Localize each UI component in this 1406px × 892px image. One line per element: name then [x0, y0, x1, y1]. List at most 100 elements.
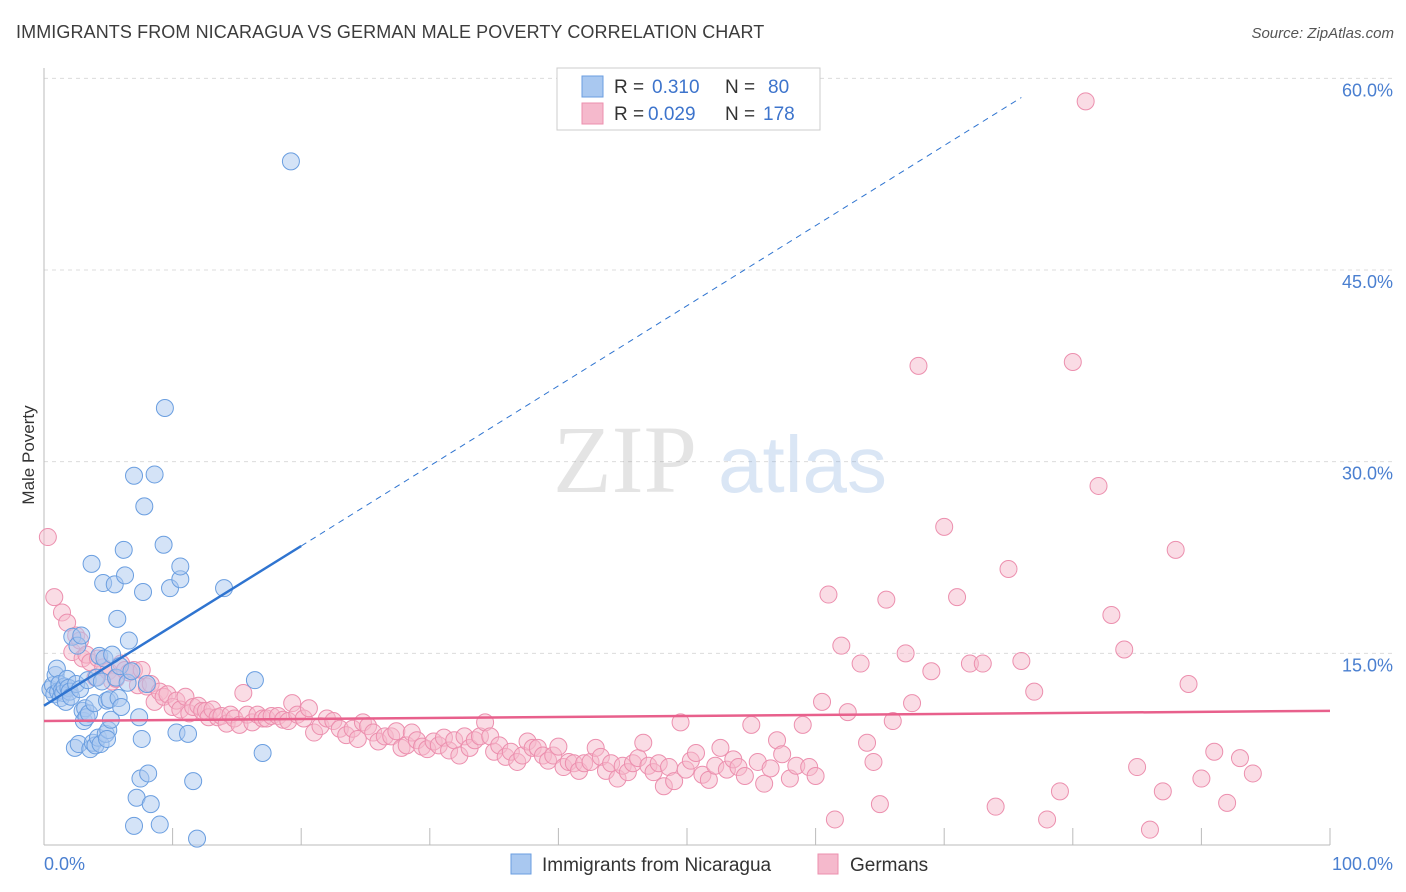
legend-r-value-1: 0.310	[652, 77, 700, 98]
grid-lines	[44, 77, 1393, 654]
germans-point	[896, 644, 915, 663]
watermark-zip: ZIP	[553, 406, 697, 513]
germans-point	[1166, 540, 1185, 559]
germans-point	[825, 810, 844, 829]
nicaragua-point	[112, 698, 131, 716]
legend-swatch-nicaragua	[581, 75, 604, 98]
germans-point	[711, 738, 730, 757]
nicaragua-point	[179, 724, 198, 743]
germans-point	[1089, 476, 1108, 495]
nicaragua-point	[253, 744, 272, 762]
germans-point	[687, 744, 706, 762]
nicaragua-point	[184, 772, 203, 791]
series-nicaragua-points	[41, 152, 300, 848]
germans-point	[1140, 820, 1159, 839]
germans-point	[1050, 782, 1069, 801]
germans-point	[735, 767, 754, 785]
germans-point	[1179, 675, 1198, 693]
germans-point	[38, 528, 57, 547]
germans-point	[1243, 764, 1262, 783]
germans-point	[813, 692, 832, 711]
germans-point	[864, 752, 883, 771]
germans-point	[45, 588, 64, 607]
nicaragua-point	[82, 554, 101, 573]
y-axis-label: Male Poverty	[19, 405, 38, 505]
germans-point	[1230, 749, 1249, 768]
germans-point	[773, 745, 792, 764]
nicaragua-point	[116, 566, 135, 585]
nicaragua-point	[122, 662, 141, 681]
germans-point	[1102, 606, 1121, 624]
germans-point	[986, 797, 1005, 816]
nicaragua-point	[119, 631, 138, 650]
bottom-legend: Immigrants from Nicaragua Germans	[510, 853, 928, 876]
x-tick-label-max: 100.0%	[1332, 854, 1393, 874]
legend-n-label-1: N =	[725, 77, 755, 98]
legend-n-value-2: 178	[763, 104, 795, 125]
germans-point	[870, 795, 889, 814]
nicaragua-point	[245, 671, 264, 690]
trend-lines	[43, 97, 1331, 723]
nicaragua-point	[108, 609, 127, 628]
germans-point	[1038, 810, 1057, 829]
germans-point	[665, 772, 684, 791]
nicaragua-point	[130, 708, 149, 727]
germans-point	[973, 654, 992, 673]
germans-point	[1115, 640, 1134, 659]
germans-point	[819, 585, 838, 604]
series-germans-points	[38, 92, 1262, 839]
nicaragua-point	[281, 152, 300, 171]
germans-point	[935, 517, 954, 536]
nicaragua-trend-dashed	[300, 97, 1022, 547]
legend-r-label-2: R =	[614, 104, 644, 125]
y-axis-tick-labels: 15.0% 30.0% 45.0% 60.0%	[1342, 80, 1393, 675]
germans-point	[877, 590, 896, 609]
germans-point	[671, 713, 690, 732]
legend-r-value-2: 0.029	[648, 104, 696, 125]
bottom-legend-swatch-nicaragua	[510, 853, 532, 875]
germans-point	[1218, 793, 1237, 812]
germans-point	[1012, 652, 1031, 670]
nicaragua-point	[188, 829, 207, 848]
nicaragua-point	[150, 815, 169, 834]
y-tick-label-30: 30.0%	[1342, 464, 1393, 484]
germans-point	[549, 737, 568, 756]
x-axis-ticks	[43, 828, 1331, 845]
nicaragua-point	[98, 729, 117, 748]
germans-point	[755, 774, 774, 793]
germans-point	[883, 712, 902, 731]
nicaragua-point	[135, 497, 154, 516]
bottom-legend-label-germans: Germans	[850, 855, 928, 876]
germans-trend-line	[43, 709, 1331, 723]
y-tick-label-15: 15.0%	[1342, 655, 1393, 675]
nicaragua-point	[139, 764, 158, 783]
legend-n-value-1: 80	[768, 77, 789, 98]
germans-point	[1205, 742, 1224, 761]
legend-swatch-germans	[581, 102, 604, 125]
germans-point	[387, 722, 406, 741]
germans-point	[742, 715, 761, 734]
germans-point	[851, 654, 870, 673]
germans-point	[858, 733, 877, 752]
germans-point	[903, 694, 922, 713]
germans-point	[832, 636, 851, 655]
germans-point	[999, 560, 1018, 578]
nicaragua-point	[72, 626, 91, 645]
y-tick-label-45: 45.0%	[1342, 272, 1393, 292]
nicaragua-point	[171, 557, 190, 576]
legend-n-label-2: N =	[725, 104, 755, 125]
bottom-legend-swatch-germans	[817, 853, 839, 875]
nicaragua-point	[154, 535, 173, 554]
germans-point	[1192, 769, 1211, 788]
x-tick-label-min: 0.0%	[44, 854, 85, 874]
germans-point	[948, 588, 967, 607]
germans-point	[1063, 353, 1082, 371]
legend-r-label-1: R =	[614, 77, 644, 98]
nicaragua-point	[137, 675, 156, 693]
germans-point	[909, 356, 928, 375]
germans-point	[838, 703, 857, 722]
germans-point	[1128, 758, 1147, 777]
germans-point	[1076, 92, 1095, 111]
nicaragua-point	[155, 399, 174, 417]
